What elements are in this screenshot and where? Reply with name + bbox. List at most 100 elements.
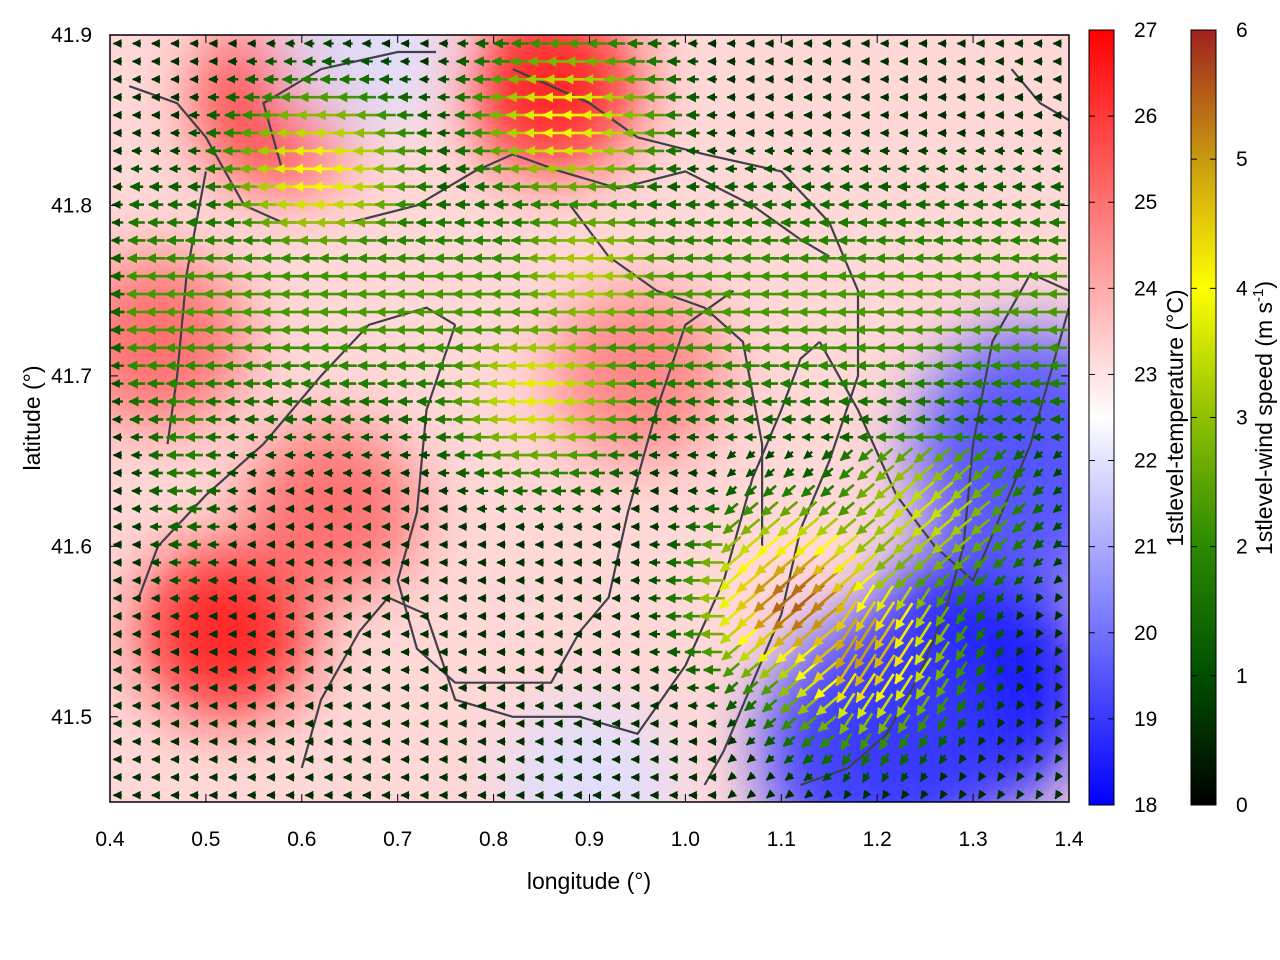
- wind-vector: [958, 789, 968, 800]
- wind-vector: [972, 555, 990, 570]
- wind-vector: [1011, 502, 1027, 516]
- wind-vector: [1015, 664, 1025, 675]
- wind-vector: [722, 662, 741, 678]
- wind-vector: [1032, 503, 1045, 515]
- wind-vector: [745, 468, 756, 478]
- wind-vector: [858, 712, 874, 735]
- wind-vector: [803, 772, 814, 782]
- wind-vector: [933, 573, 951, 588]
- wind-vector: [950, 499, 973, 519]
- wind-vector: [875, 584, 895, 612]
- wind-vector: [764, 468, 776, 478]
- wind-vector: [763, 717, 777, 730]
- wind-vector: [777, 660, 801, 680]
- wind-vector: [892, 481, 916, 501]
- wind-vector: [1033, 450, 1044, 460]
- wind-vector: [1054, 682, 1064, 693]
- x-tick-label: 0.8: [479, 828, 508, 851]
- colorbar-tick-label: 6: [1236, 19, 1248, 42]
- wind-vector: [1015, 646, 1025, 657]
- wind-vector: [915, 676, 932, 700]
- wind-vector: [727, 789, 738, 799]
- wind-vector: [726, 450, 737, 460]
- colorbar-tick-label: 25: [1134, 191, 1157, 214]
- wind-vector: [1015, 789, 1025, 800]
- wind-vector: [721, 535, 742, 554]
- wind-vector: [860, 752, 872, 767]
- wind-vector: [831, 567, 862, 593]
- wind-vector: [977, 736, 987, 746]
- wind-vector: [958, 754, 968, 764]
- wind-vector: [1052, 485, 1063, 496]
- wind-vector: [975, 591, 987, 605]
- wind-vector: [913, 446, 933, 464]
- wind-vector: [782, 735, 796, 748]
- wind-vector: [745, 736, 756, 746]
- wind-vector: [1035, 610, 1045, 621]
- wind-vector: [799, 715, 818, 732]
- wind-vector: [1054, 735, 1064, 746]
- temperature-colorbar-ticks: 18 19 20 21 22 23 24 25 26 27: [1089, 19, 1158, 817]
- wind-vector: [894, 572, 914, 589]
- wind-vector: [1013, 575, 1025, 586]
- wind-vector: [725, 485, 738, 497]
- wind-vector: [856, 518, 876, 536]
- wind-vector: [1032, 538, 1045, 550]
- wind-label-sup: -1: [1250, 289, 1267, 302]
- wind-vector: [911, 480, 935, 501]
- wind-vector: [779, 697, 799, 714]
- wind-vector: [1054, 753, 1064, 764]
- wind-vector: [874, 517, 896, 537]
- wind-vector: [952, 554, 971, 571]
- wind-vector: [852, 569, 879, 592]
- wind-vector: [896, 694, 913, 718]
- x-tick-label: 0.7: [383, 828, 412, 851]
- wind-vector: [931, 463, 953, 483]
- wind-vector: [764, 735, 776, 747]
- wind-vector: [820, 467, 834, 479]
- wind-vector: [915, 587, 931, 610]
- wind-vector: [1011, 520, 1027, 534]
- wind-vector: [762, 484, 777, 498]
- x-tick-label: 1.4: [1054, 828, 1084, 851]
- wind-vector: [1035, 717, 1045, 728]
- wind-vector: [765, 789, 776, 799]
- y-tick-label: 41.6: [51, 535, 92, 558]
- wind-vector: [842, 772, 852, 783]
- wind-vector: [996, 611, 1005, 622]
- wind-vector: [719, 552, 743, 573]
- colorbar-tick-label: 22: [1134, 450, 1157, 473]
- wind-vector: [893, 535, 915, 554]
- wind-vector: [843, 789, 853, 800]
- wind-vector: [874, 553, 895, 572]
- wind-vector: [1054, 700, 1064, 710]
- wind-vector: [874, 535, 895, 554]
- wind-vector: [821, 753, 834, 765]
- wind-vector: [892, 516, 916, 537]
- x-tick-label: 0.4: [95, 828, 125, 851]
- wind-vector: [742, 680, 759, 695]
- wind-vector: [939, 789, 949, 800]
- wind-vector: [823, 789, 834, 799]
- wind-vector: [838, 483, 855, 499]
- wind-vector: [995, 646, 1005, 658]
- wind-vector: [878, 732, 891, 751]
- wind-vector: [818, 501, 837, 517]
- wind-vector: [1052, 521, 1063, 531]
- wind-vector: [952, 447, 971, 463]
- wind-vector: [958, 771, 968, 782]
- wind-vector: [724, 681, 739, 695]
- wind-vector: [879, 752, 891, 767]
- wind-vector: [854, 634, 878, 670]
- wind-vector: [911, 498, 936, 520]
- wind-vector: [855, 500, 876, 518]
- wind-vector: [784, 771, 795, 782]
- wind-vector: [914, 604, 932, 629]
- wind-vector: [995, 592, 1005, 605]
- wind-vector: [955, 643, 968, 662]
- wind-vector: [919, 753, 928, 766]
- wind-vector: [744, 700, 758, 712]
- wind-vector: [765, 771, 776, 781]
- wind-vector: [955, 625, 968, 644]
